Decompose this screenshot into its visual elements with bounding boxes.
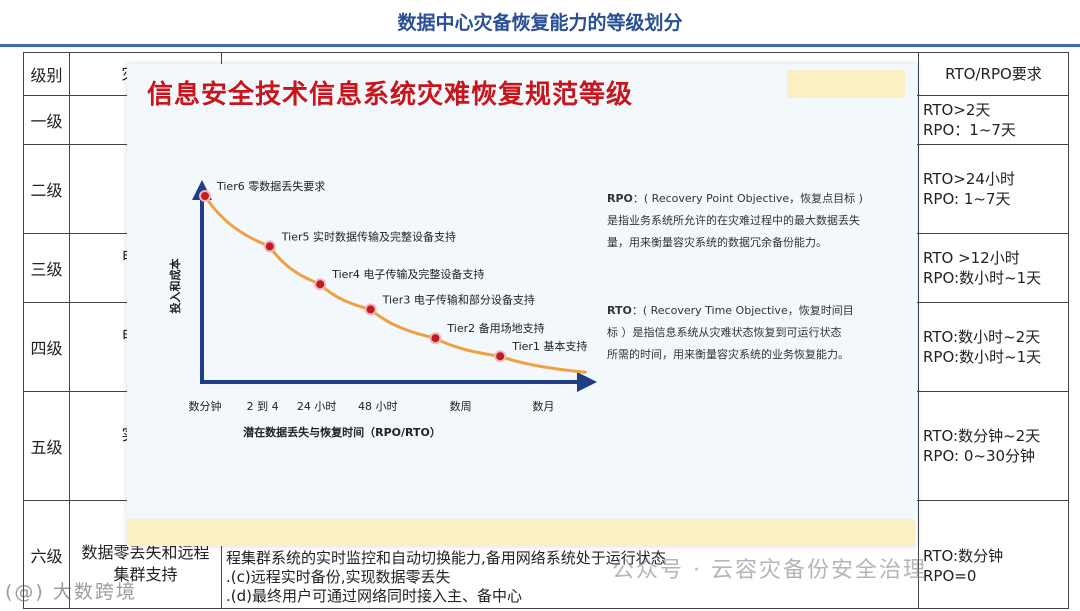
row-rto: RTO >12小时 RPO:数小时~1天 [918, 233, 1069, 303]
tier-markers: Tier6 零数据丢失要求 Tier5 实时数据传输及完整设备支持 Tier4 电子… [199, 179, 587, 363]
rto-term: RTO [607, 304, 632, 317]
row-level: 一级 [23, 95, 70, 145]
rpo-value: RPO: 1~7天 [923, 190, 1011, 208]
title-divider [0, 44, 1080, 47]
row-rto: RTO>24小时 RPO: 1~7天 [918, 144, 1069, 234]
x-tick-label: 数月 [532, 400, 554, 413]
tier-label-tier5: Tier5 实时数据传输及完整设备支持 [281, 229, 456, 243]
watermark-left: (@) 大数跨境 [5, 581, 137, 603]
x-tick-label: 2 到 4 [247, 400, 279, 413]
header-rto: RTO/RPO要求 [918, 52, 1069, 96]
row-level: 三级 [23, 233, 70, 303]
x-tick-labels: 数分钟 2 到 4 24 小时 48 小时 数周 数月 [189, 399, 555, 413]
rto-value: RTO >12小时 [923, 249, 1020, 267]
rpo-line: ：( Recovery Point Objective，恢复点目标 ) [632, 192, 863, 205]
tier-marker-tier2 [429, 332, 442, 345]
x-axis-label: 潜在数据丢失与恢复时间（RPO/RTO） [243, 425, 441, 439]
detail-line: .(d)最终用户可通过网络同时接入主、备中心 [226, 587, 522, 605]
tier-marker-tier3 [364, 303, 377, 316]
rto-value: RTO:数小时~2天 [923, 328, 1041, 346]
highlight-strip [127, 519, 915, 546]
tier-label-tier4: Tier4 电子传输及完整设备支持 [331, 267, 484, 281]
rto-value: RTO>2天 [923, 101, 991, 119]
rpo-line: 量，用来衡量容灾系统的数据冗余备份能力。 [607, 236, 827, 249]
row-level: 五级 [23, 391, 70, 501]
detail-line: 程集群系统的实时监控和自动切换能力,备用网络系统处于运行状态 [226, 549, 666, 567]
row-rto: RTO:数分钟 RPO=0 [918, 500, 1069, 609]
tier-marker-tier5 [263, 240, 276, 253]
desc-line: 数据零丢失和远程 [81, 543, 210, 562]
header-level: 级别 [23, 52, 70, 96]
x-tick-label: 48 小时 [358, 400, 398, 413]
rto-line: 所需的时间，用来衡量容灾系统的业务恢复能力。 [607, 348, 849, 361]
row-rto: RTO:数分钟~2天 RPO: 0~30分钟 [918, 391, 1069, 501]
tier-label-tier2: Tier2 备用场地支持 [446, 321, 544, 335]
tier-marker-tier4 [314, 278, 327, 291]
tier-label-tier1: Tier1 基本支持 [511, 339, 587, 353]
row-level: 二级 [23, 144, 70, 234]
rpo-definition: RPO：( Recovery Point Objective，恢复点目标 ) 是… [607, 188, 897, 254]
rpo-value: RPO: 0~30分钟 [923, 447, 1036, 465]
tier-marker-tier6 [199, 190, 211, 202]
tier-chart: 投入和成本 潜在数据丢失与恢复时间（RPO/RTO） 数分钟 2 到 4 24 小时… [168, 179, 597, 439]
x-tick-label: 24 小时 [297, 400, 337, 413]
tier-marker-tier1 [494, 350, 507, 363]
rto-value: RTO>24小时 [923, 170, 1015, 188]
rpo-line: 是指业务系统所允许的在灾难过程中的最大数据丢失 [607, 214, 860, 227]
page-title: 数据中心灾备恢复能力的等级划分 [397, 12, 683, 34]
highlight-box [787, 70, 905, 98]
rpo-term: RPO [607, 192, 633, 205]
rto-definition: RTO：( Recovery Time Objective，恢复时间目 标 ）是… [607, 300, 897, 366]
overlay-title: 信息安全技术信息系统灾难恢复规范等级 [147, 80, 634, 110]
detail-line: .(c)远程实时备份,实现数据零丢失 [226, 568, 451, 586]
rpo-value: RPO:数小时~1天 [923, 269, 1042, 287]
y-axis-label: 投入和成本 [168, 259, 182, 314]
row-rto: RTO>2天 RPO：1~7天 [918, 95, 1069, 145]
watermark-right: 公众号 · 云容灾备份安全治理 [612, 558, 927, 583]
rto-line: 标 ）是指信息系统从灾难状态恢复到可运行状态 [607, 326, 842, 339]
desc-line: 集群支持 [113, 565, 178, 584]
rto-line: ：( Recovery Time Objective，恢复时间目 [631, 304, 854, 317]
rpo-value: RPO:数小时~1天 [923, 348, 1042, 366]
tier-figure-overlay: 信息安全技术信息系统灾难恢复规范等级 投入和成本 潜在数据丢失与恢复时间（RPO… [127, 64, 917, 546]
rpo-value: RPO：1~7天 [923, 121, 1016, 139]
rpo-value: RPO=0 [923, 567, 977, 585]
x-tick-label: 数周 [450, 400, 472, 413]
x-tick-label: 数分钟 [189, 399, 222, 413]
tier-label-tier3: Tier3 电子传输和部分设备支持 [382, 292, 535, 306]
rto-value: RTO:数分钟 [923, 547, 1004, 565]
rto-value: RTO:数分钟~2天 [923, 427, 1041, 445]
row-level: 四级 [23, 302, 70, 392]
tier-label-tier6: Tier6 零数据丢失要求 [216, 179, 325, 193]
row-rto: RTO:数小时~2天 RPO:数小时~1天 [918, 302, 1069, 392]
